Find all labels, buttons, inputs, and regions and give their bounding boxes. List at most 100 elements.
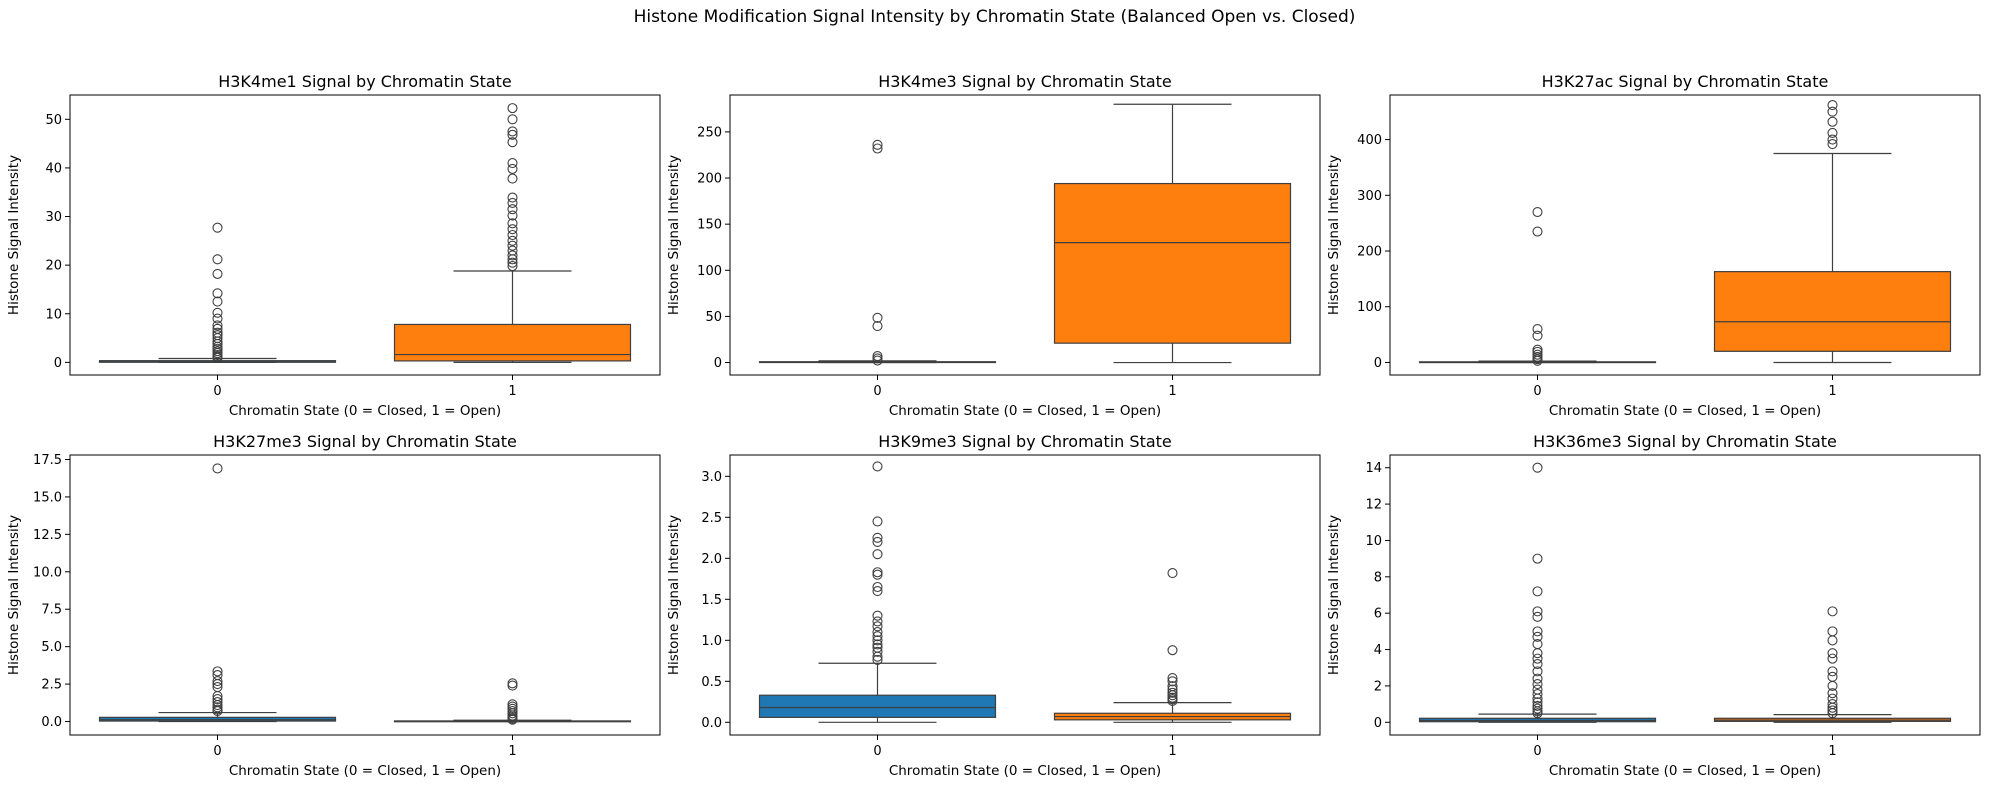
outlier-point: [1167, 645, 1178, 656]
outlier-point: [1827, 626, 1838, 637]
outlier-point: [872, 621, 883, 632]
x-axis-label: Chromatin State (0 = Closed, 1 = Open): [889, 403, 1161, 419]
x-tick-label: 1: [508, 384, 516, 399]
outlier-point: [872, 654, 883, 666]
y-tick-label: 17.5: [33, 453, 62, 468]
y-tick-label: 15.0: [33, 490, 62, 505]
outlier-point: [1827, 699, 1838, 710]
outlier-point: [1167, 568, 1178, 579]
x-axis-label: Chromatin State (0 = Closed, 1 = Open): [229, 403, 501, 419]
outlier-point: [212, 676, 223, 687]
outlier-point: [1532, 673, 1543, 684]
box-category-0: [758, 461, 997, 723]
outlier-point: [507, 218, 518, 229]
box-category-1: [1053, 103, 1292, 364]
outlier-point: [1532, 330, 1543, 341]
outlier-point: [212, 323, 223, 334]
y-tick-label: 1.5: [701, 593, 722, 608]
subplot-5: H3K9me3 Signal by Chromatin State 0.0 0.5 1…: [666, 432, 1321, 779]
box-category-0: [1418, 206, 1657, 366]
outlier-point: [1167, 684, 1178, 695]
outlier-point: [1167, 672, 1178, 684]
outlier-point: [507, 261, 518, 272]
outlier-point: [872, 642, 883, 653]
y-tick-label: 30: [45, 210, 62, 225]
y-tick-label: 50: [45, 113, 62, 128]
outlier-point: [1167, 676, 1178, 687]
y-tick-label: 100: [1357, 300, 1382, 315]
outlier-point: [872, 631, 883, 642]
outlier-point: [212, 307, 223, 318]
y-tick-label: 200: [1357, 245, 1382, 260]
subplot-3: H3K27ac Signal by Chromatin State 0 100 200…: [1326, 72, 1981, 419]
y-tick-label: 0.0: [701, 716, 722, 731]
x-axis-label: Chromatin State (0 = Closed, 1 = Open): [1549, 403, 1821, 419]
outlier-point: [1532, 684, 1543, 695]
x-tick-label: 1: [1168, 744, 1176, 759]
outlier-point: [1532, 631, 1543, 642]
y-tick-label: 100: [697, 264, 722, 279]
outlier-point: [507, 210, 518, 221]
axes-frame: [69, 454, 661, 736]
outlier-point: [872, 639, 883, 650]
outlier-point: [507, 192, 518, 203]
outlier-point: [872, 516, 883, 527]
x-tick-label: 1: [1828, 744, 1836, 759]
outlier-point: [1532, 226, 1543, 237]
axes-frame: [69, 94, 661, 376]
outlier-point: [1827, 134, 1838, 145]
outlier-point: [1827, 693, 1838, 704]
y-tick-label: 0: [1374, 716, 1382, 731]
outlier-point: [212, 327, 223, 338]
axes-frame: [729, 94, 1321, 376]
outlier-point: [1827, 688, 1838, 699]
outlier-point: [1167, 692, 1178, 703]
box-category-0: [1418, 462, 1657, 723]
box-category-1: [393, 678, 632, 725]
outlier-point: [1532, 648, 1543, 659]
axes-frame: [729, 454, 1321, 736]
outlier-point: [212, 666, 223, 677]
subplot-2: H3K4me3 Signal by Chromatin State 0 50 100 1…: [666, 72, 1321, 419]
y-tick-label: 300: [1357, 189, 1382, 204]
subplot-1: H3K4me1 Signal by Chromatin State0102030…: [6, 72, 661, 419]
y-tick-label: 400: [1357, 133, 1382, 148]
outlier-point: [507, 204, 518, 215]
outlier-point: [212, 268, 223, 279]
outlier-point: [507, 245, 518, 256]
outlier-point: [507, 173, 518, 184]
y-axis-label: Histone Signal Intensity: [666, 155, 682, 315]
outlier-point: [1532, 679, 1543, 690]
box-category-1: [393, 103, 632, 363]
outlier-point: [1827, 648, 1838, 659]
outlier-point: [212, 697, 223, 708]
outlier-point: [872, 635, 883, 646]
outlier-point: [212, 694, 223, 705]
subplot-4: H3K27me3 Signal by Chromatin State 0.0 2.5…: [6, 432, 661, 779]
subplot-title: H3K9me3 Signal by Chromatin State: [878, 432, 1172, 451]
outlier-point: [507, 114, 518, 125]
outlier-point: [1532, 553, 1543, 564]
y-tick-label: 10: [45, 307, 62, 322]
outlier-point: [1827, 127, 1838, 138]
outlier-point: [1532, 700, 1543, 711]
outlier-point: [1827, 138, 1838, 150]
y-tick-label: 4: [1374, 643, 1382, 658]
outlier-point: [1827, 116, 1838, 127]
x-tick-label: 0: [1533, 384, 1541, 399]
outlier-point: [507, 699, 518, 710]
outlier-point: [872, 567, 883, 578]
y-tick-label: 150: [697, 218, 722, 233]
outlier-point: [1532, 659, 1543, 670]
y-tick-label: 14: [1365, 461, 1382, 476]
iqr-box: [393, 323, 632, 362]
outlier-point: [212, 222, 223, 233]
y-tick-label: 10: [1365, 534, 1382, 549]
y-axis-label: Histone Signal Intensity: [666, 515, 682, 675]
outlier-point: [507, 240, 518, 251]
outlier-point: [1827, 99, 1838, 111]
box-category-0: [98, 222, 337, 364]
box-category-1: [1053, 568, 1292, 723]
x-tick-label: 1: [1828, 384, 1836, 399]
outlier-point: [872, 549, 883, 560]
